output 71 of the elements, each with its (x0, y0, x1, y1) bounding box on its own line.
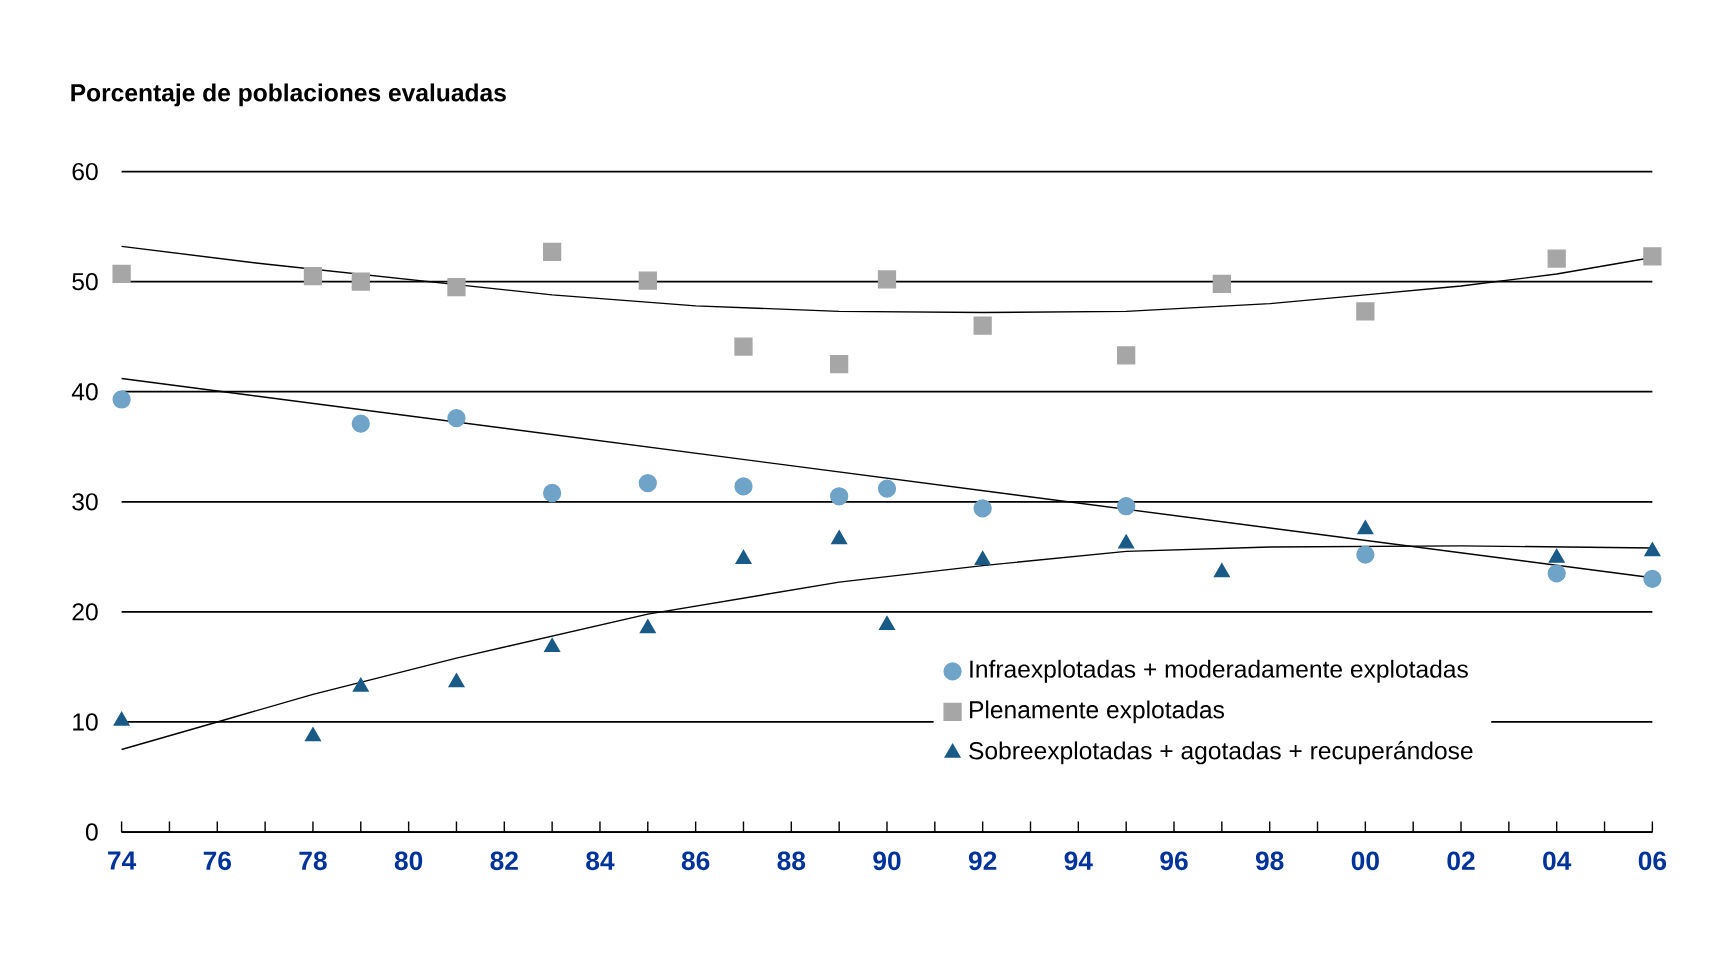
x-tick-label: 86 (681, 851, 710, 871)
point (352, 677, 369, 692)
point (1213, 563, 1230, 578)
point (448, 673, 465, 688)
point (878, 616, 895, 631)
point (1117, 346, 1136, 365)
point (973, 316, 992, 335)
y-tick-label: 10 (73, 713, 98, 731)
point (1356, 302, 1375, 321)
x-tick-label: 02 (1447, 851, 1475, 871)
point (543, 484, 562, 503)
point (113, 711, 130, 726)
point (1357, 520, 1374, 535)
point (1118, 534, 1135, 549)
point (1644, 542, 1661, 557)
legend-label: Plenamente explotadas (970, 700, 1224, 724)
point (447, 409, 466, 428)
point (1548, 549, 1565, 564)
x-tick-label: 04 (1543, 851, 1572, 871)
point (974, 551, 991, 566)
x-tick-label: 76 (203, 851, 231, 871)
y-tick-label: 50 (72, 273, 98, 291)
point (830, 355, 849, 374)
point (447, 278, 466, 297)
point (877, 479, 897, 498)
point (1643, 247, 1662, 266)
point (303, 267, 323, 286)
x-tick-label: 82 (490, 851, 518, 871)
point (734, 477, 753, 496)
point (973, 499, 992, 518)
x-tick-label: 98 (1255, 851, 1284, 871)
x-tick-label: 88 (777, 851, 806, 871)
point (112, 390, 131, 409)
point (1643, 569, 1662, 589)
y-tick-label: 0 (85, 823, 98, 841)
x-tick-label: 84 (586, 851, 615, 871)
legend-label: Sobreexplotadas + agotadas + recuperándose (969, 741, 1473, 765)
point (543, 242, 562, 262)
point (112, 265, 131, 284)
x-tick-label: 90 (873, 851, 901, 871)
point (831, 530, 848, 545)
x-tick-label: 94 (1064, 851, 1093, 871)
point (638, 474, 657, 493)
point (877, 270, 897, 289)
y-tick-label: 40 (71, 383, 98, 401)
point (735, 550, 752, 565)
y-axis-title: Porcentaje de poblaciones evaluadas (71, 83, 506, 107)
point (351, 414, 370, 433)
point (830, 487, 849, 506)
point (544, 638, 561, 653)
point (1547, 249, 1566, 268)
y-tick-label: 20 (72, 603, 98, 621)
point (1547, 564, 1566, 583)
point (1356, 545, 1375, 564)
point (734, 337, 753, 356)
x-tick-label: 74 (108, 851, 137, 870)
y-tick-label: 60 (72, 163, 98, 181)
legend-label: Infraexplotadas + moderadamente explotadas (970, 660, 1468, 683)
point (1117, 497, 1136, 516)
x-tick-label: 80 (394, 851, 423, 871)
x-tick-label: 78 (299, 851, 327, 871)
point (304, 727, 321, 742)
point (638, 271, 657, 290)
point (351, 272, 370, 291)
x-tick-label: 06 (1638, 851, 1667, 871)
point (639, 619, 656, 634)
x-tick-label: 96 (1160, 851, 1188, 871)
point (1212, 274, 1231, 294)
y-tick-label: 30 (72, 493, 98, 511)
x-tick-label: 00 (1351, 851, 1379, 871)
x-tick-label: 92 (968, 851, 997, 871)
